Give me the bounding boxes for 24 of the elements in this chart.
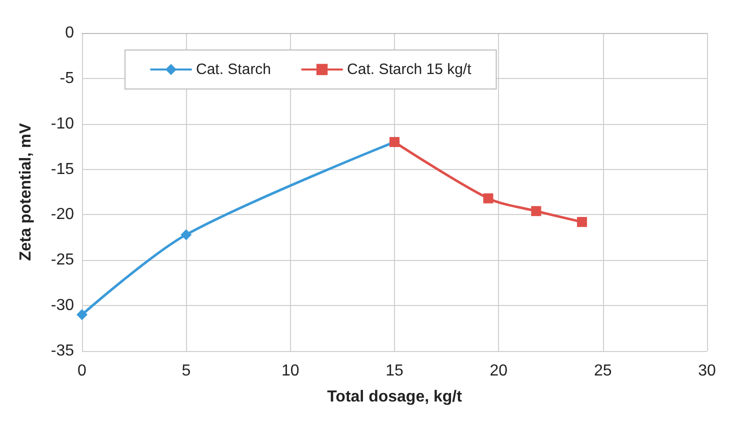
point	[76, 309, 88, 320]
y-axis-title: Zeta potential, mV	[18, 122, 34, 261]
point	[180, 229, 192, 240]
x-tick-label: 30	[698, 362, 716, 380]
point	[577, 216, 587, 227]
x-tick-label: 20	[490, 362, 508, 380]
x-axis-title: Total dosage, kg/t	[327, 388, 463, 406]
x-tick-label: 0	[78, 362, 87, 380]
y-tick-label: -20	[50, 206, 74, 224]
point	[531, 206, 542, 216]
y-tick-label: -35	[50, 342, 74, 360]
x-tick-label: 15	[386, 362, 404, 380]
x-tick-label: 25	[594, 362, 612, 380]
legend-label: Cat. Starch	[196, 61, 272, 78]
y-tick-label: -25	[50, 252, 74, 269]
point	[483, 193, 494, 204]
y-tick-label: -5	[60, 70, 74, 87]
y-tick-label: -10	[50, 115, 74, 132]
x-tick-label: 10	[281, 362, 300, 380]
y-tick-label: -15	[50, 160, 74, 178]
legend-label: Cat. Starch 15 kg/t	[347, 61, 472, 78]
y-tick-label: 0	[65, 24, 74, 42]
x-tick-label: 5	[182, 362, 191, 380]
y-tick-label: -30	[50, 297, 74, 314]
